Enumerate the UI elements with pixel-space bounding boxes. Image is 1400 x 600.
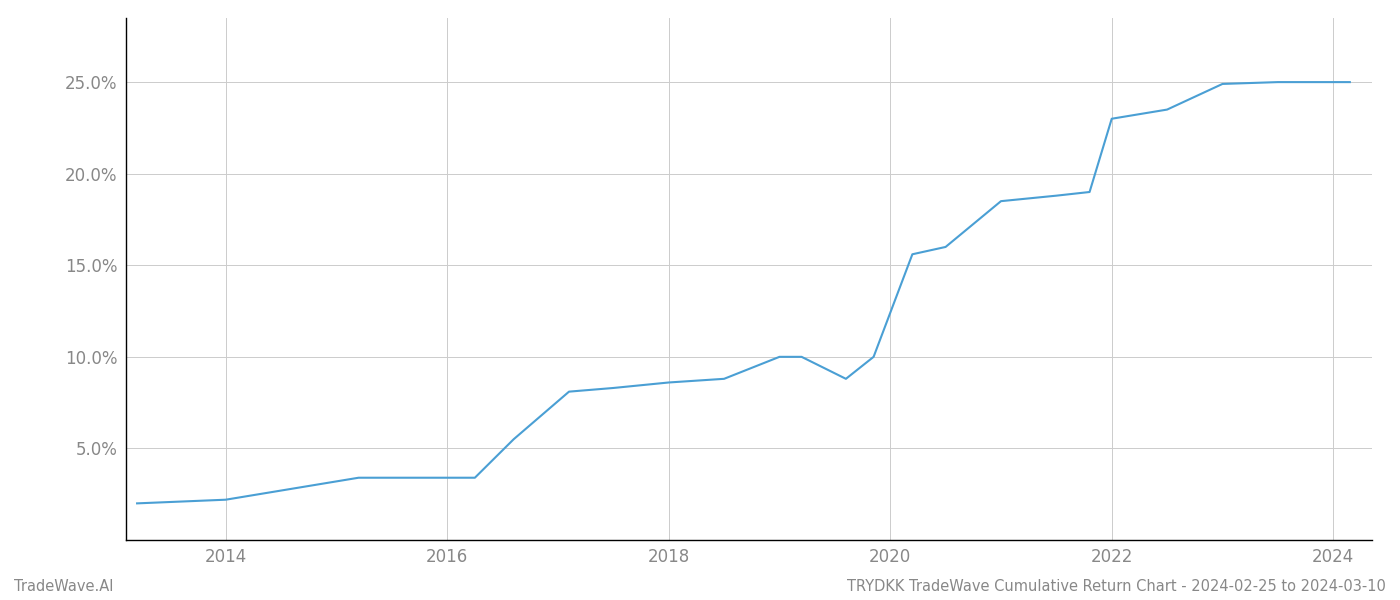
Text: TradeWave.AI: TradeWave.AI	[14, 579, 113, 594]
Text: TRYDKK TradeWave Cumulative Return Chart - 2024-02-25 to 2024-03-10: TRYDKK TradeWave Cumulative Return Chart…	[847, 579, 1386, 594]
